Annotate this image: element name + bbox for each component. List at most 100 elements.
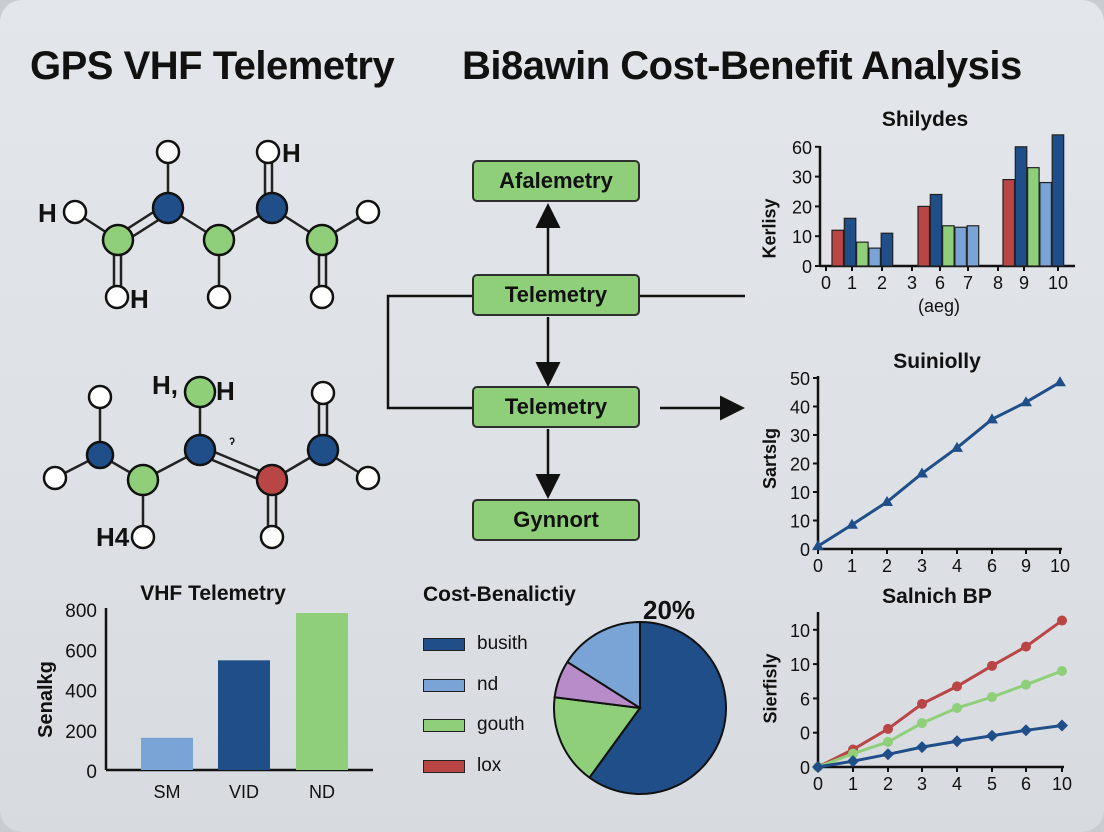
y-tick-label: 0 (800, 724, 810, 744)
x-tick-label: 1 (848, 774, 858, 794)
y-tick-label: 10 (790, 621, 810, 641)
data-point (847, 755, 859, 768)
x-tick-label: SM (154, 782, 181, 802)
chart-title: Salnich BP (882, 585, 992, 608)
pie-slice (588, 620, 727, 795)
x-axis-label: (aeg) (918, 296, 961, 316)
pie-slice (566, 620, 641, 710)
carbon-atom (126, 463, 160, 497)
data-point (917, 698, 927, 709)
loop-connector (386, 294, 472, 410)
carbon-atom (101, 223, 135, 257)
series-line (817, 619, 1063, 769)
x-tick-label: 6 (987, 556, 997, 576)
hydrogen-atom (155, 139, 181, 165)
data-point (951, 735, 963, 748)
x-tick-label: 2 (877, 273, 887, 293)
x-tick-label: 2 (882, 556, 892, 576)
data-point (1020, 396, 1032, 407)
y-tick-label: 10 (792, 227, 812, 247)
nitrogen-atom (85, 440, 115, 470)
data-point (882, 748, 894, 761)
x-tick-label: 7 (963, 273, 973, 293)
bar (868, 247, 882, 267)
bar (880, 232, 894, 267)
data-point (883, 736, 893, 747)
x-tick-label: 10 (1050, 556, 1070, 576)
atom-label: H (130, 284, 149, 314)
y-tick-label: 50 (790, 369, 810, 389)
legend-swatch (423, 760, 465, 773)
x-tick-label: 1 (847, 273, 857, 293)
hydrogen-atom (104, 284, 130, 310)
chart-title: Shilydes (881, 108, 969, 131)
data-point (986, 413, 998, 424)
pie-annotation: 20% (643, 595, 696, 625)
data-point (1021, 641, 1031, 652)
data-point (1021, 679, 1031, 690)
bar (917, 205, 931, 267)
hydrogen-atom (355, 465, 381, 491)
y-tick-label: 10 (790, 655, 810, 675)
bar (218, 660, 270, 770)
x-tick-label: 0 (813, 556, 823, 576)
y-tick-label: 6 (800, 689, 810, 709)
data-point (812, 540, 824, 551)
data-point (1057, 615, 1067, 626)
atom-label: ˀ (229, 436, 235, 453)
bar (855, 241, 869, 267)
legend-swatch (423, 679, 465, 692)
bar (929, 193, 943, 267)
data-point (848, 748, 858, 759)
pie-slice (553, 696, 642, 779)
data-point (916, 741, 928, 754)
bar (141, 737, 193, 770)
data-point (812, 761, 824, 773)
hydrogen-atom (310, 380, 336, 406)
x-tick-label: 10 (1048, 273, 1068, 293)
bar (941, 225, 955, 267)
y-tick-label: 200 (65, 722, 97, 743)
x-tick-label: ND (309, 782, 335, 802)
y-tick-label: 800 (65, 601, 97, 622)
x-tick-label: 6 (935, 273, 945, 293)
bar (831, 229, 845, 267)
atom-label: H (38, 198, 57, 228)
data-point (1054, 376, 1066, 387)
hydrogen-atom (42, 465, 68, 491)
y-tick-label: 30 (792, 168, 812, 188)
atom-label: H4 (96, 522, 130, 552)
y-tick-label: 10 (790, 512, 810, 532)
nitrogen-atom (255, 191, 289, 225)
flow-box-telemetry-2: Telemetry (472, 386, 640, 428)
y-tick-label: 0 (800, 758, 810, 778)
hydrogen-atom (87, 384, 113, 410)
hydrogen-atom (259, 524, 285, 550)
y-tick-label: 0 (86, 762, 97, 783)
nitrogen-atom (151, 191, 185, 225)
x-tick-label: 5 (987, 774, 997, 794)
hydrogen-atom (309, 284, 335, 310)
y-tick-label: 60 (792, 138, 812, 158)
y-tick-label: 20 (790, 455, 810, 475)
series-line (817, 724, 1063, 769)
y-tick-label: 40 (790, 398, 810, 418)
legend-swatch (423, 638, 465, 651)
atom-label: H (282, 138, 301, 168)
data-point (951, 441, 963, 452)
bar (954, 226, 968, 267)
x-tick-label: 3 (917, 774, 927, 794)
bar (1039, 181, 1053, 267)
data-point (846, 518, 858, 529)
x-tick-label: 0 (813, 774, 823, 794)
title-left: GPS VHF Telemetry (30, 44, 395, 88)
data-point (883, 723, 893, 734)
data-point (1020, 724, 1032, 737)
title-right: Bi8awin Cost-Benefit Analysis (462, 44, 1022, 88)
legend-label: busith (477, 633, 528, 654)
y-tick-label: 0 (800, 540, 810, 560)
carbon-atom (202, 223, 236, 257)
hydrogen-atom (206, 284, 232, 310)
y-tick-label: 600 (65, 641, 97, 662)
